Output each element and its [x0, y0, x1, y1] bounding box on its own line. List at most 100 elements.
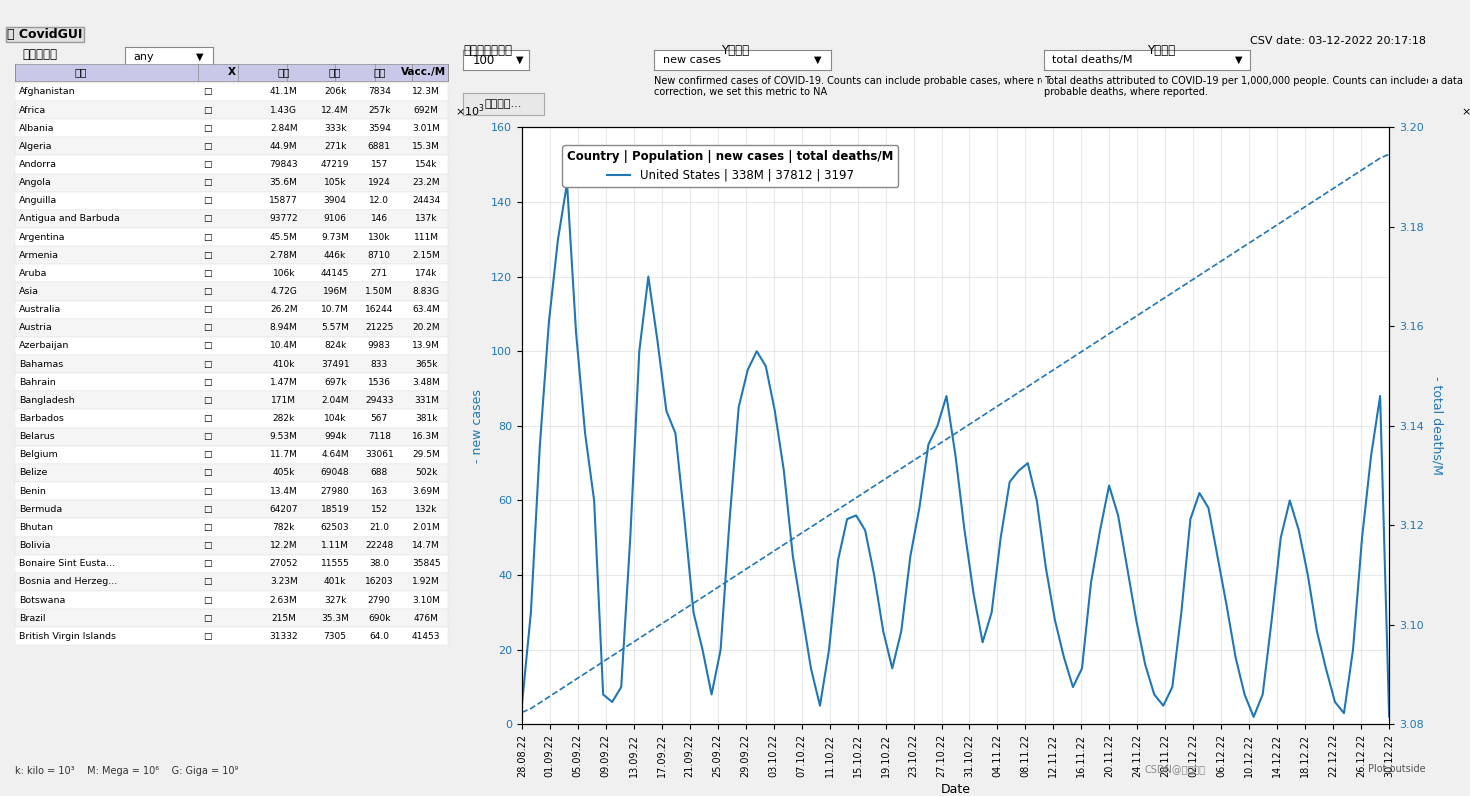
Text: 257k: 257k: [368, 106, 391, 115]
Text: 对数比例...: 对数比例...: [485, 100, 522, 109]
Text: 12.4M: 12.4M: [322, 106, 348, 115]
Text: new cases: new cases: [663, 55, 720, 65]
Text: Bolivia: Bolivia: [19, 541, 50, 550]
Text: 410k: 410k: [272, 360, 295, 369]
Text: Y轴右侧: Y轴右侧: [1147, 44, 1176, 57]
Text: 2.84M: 2.84M: [270, 123, 297, 133]
Text: 1924: 1924: [368, 178, 391, 187]
Text: 154k: 154k: [415, 160, 438, 169]
Text: □: □: [203, 287, 212, 296]
Text: $\times10^3$: $\times10^3$: [454, 102, 485, 119]
Text: 41453: 41453: [412, 632, 441, 641]
Text: 206k: 206k: [323, 88, 347, 96]
Text: 9983: 9983: [368, 341, 391, 350]
Text: 782k: 782k: [272, 523, 295, 532]
Text: 47219: 47219: [320, 160, 350, 169]
Text: 146: 146: [370, 214, 388, 224]
Text: Brazil: Brazil: [19, 614, 46, 622]
X-axis label: Date: Date: [941, 783, 970, 796]
Text: 3.10M: 3.10M: [413, 595, 440, 604]
Text: 8710: 8710: [368, 251, 391, 259]
Text: Antigua and Barbuda: Antigua and Barbuda: [19, 214, 121, 224]
Text: Angola: Angola: [19, 178, 51, 187]
Text: 38.0: 38.0: [369, 560, 390, 568]
Text: 16203: 16203: [365, 577, 394, 587]
Text: 26.2M: 26.2M: [270, 305, 297, 314]
Text: □: □: [203, 341, 212, 350]
Text: 27980: 27980: [320, 486, 350, 496]
Text: 21225: 21225: [365, 323, 394, 332]
Text: 62503: 62503: [320, 523, 350, 532]
Text: 41.1M: 41.1M: [270, 88, 297, 96]
Text: 人数: 人数: [278, 68, 290, 77]
Text: 833: 833: [370, 360, 388, 369]
Text: 271k: 271k: [323, 142, 347, 150]
Text: Belize: Belize: [19, 469, 47, 478]
Text: □: □: [203, 160, 212, 169]
Text: 5.57M: 5.57M: [322, 323, 348, 332]
Text: 1.43G: 1.43G: [270, 106, 297, 115]
Text: 9.73M: 9.73M: [322, 232, 348, 241]
Text: Afghanistan: Afghanistan: [19, 88, 76, 96]
Text: ▼: ▼: [196, 52, 204, 62]
Text: □: □: [203, 232, 212, 241]
Text: 3.69M: 3.69M: [413, 486, 440, 496]
Text: 446k: 446k: [323, 251, 347, 259]
Text: 24434: 24434: [412, 197, 441, 205]
Text: 死亡: 死亡: [373, 68, 385, 77]
Text: 688: 688: [370, 469, 388, 478]
Text: □: □: [203, 414, 212, 423]
Text: 8.83G: 8.83G: [413, 287, 440, 296]
Text: □: □: [203, 505, 212, 513]
Text: 174k: 174k: [415, 269, 438, 278]
Text: 106k: 106k: [272, 269, 295, 278]
Text: 22248: 22248: [365, 541, 394, 550]
Text: Total deaths attributed to COVID-19 per 1,000,000 people. Counts can include pro: Total deaths attributed to COVID-19 per …: [1044, 76, 1426, 97]
Text: Azerbaijan: Azerbaijan: [19, 341, 69, 350]
Text: 3.01M: 3.01M: [413, 123, 440, 133]
Text: 9.53M: 9.53M: [270, 432, 297, 441]
Text: 2.15M: 2.15M: [413, 251, 440, 259]
Text: 15.3M: 15.3M: [413, 142, 440, 150]
Text: 🔲 CovidGUI: 🔲 CovidGUI: [7, 28, 82, 41]
Text: □: □: [203, 541, 212, 550]
Text: New confirmed cases of COVID-19. Counts can include probable cases, where report: New confirmed cases of COVID-19. Counts …: [654, 76, 1463, 97]
Text: □: □: [203, 305, 212, 314]
Text: 8.94M: 8.94M: [270, 323, 297, 332]
Text: 16244: 16244: [365, 305, 394, 314]
Text: X: X: [228, 68, 237, 77]
Text: 2.04M: 2.04M: [322, 396, 348, 405]
Text: 14.7M: 14.7M: [413, 541, 440, 550]
Text: 100: 100: [473, 53, 495, 67]
Text: □: □: [203, 432, 212, 441]
Text: 502k: 502k: [415, 469, 438, 478]
Text: 365k: 365k: [415, 360, 438, 369]
Text: 44145: 44145: [320, 269, 350, 278]
Text: 10.7M: 10.7M: [322, 305, 348, 314]
Text: Bermuda: Bermuda: [19, 505, 62, 513]
Text: 要显示的天数：: 要显示的天数：: [463, 44, 512, 57]
Text: 27052: 27052: [269, 560, 298, 568]
Text: 215M: 215M: [272, 614, 295, 622]
Text: 10.4M: 10.4M: [270, 341, 297, 350]
Text: □: □: [203, 106, 212, 115]
Text: □: □: [203, 142, 212, 150]
Text: □: □: [203, 614, 212, 622]
Y-axis label: - new cases: - new cases: [470, 389, 484, 462]
Text: 29433: 29433: [365, 396, 394, 405]
Text: □: □: [203, 123, 212, 133]
Text: 12.0: 12.0: [369, 197, 390, 205]
Text: k: kilo = 10³    M: Mega = 10⁶    G: Giga = 10⁹: k: kilo = 10³ M: Mega = 10⁶ G: Giga = 10…: [15, 766, 238, 776]
Text: 2.78M: 2.78M: [270, 251, 297, 259]
Text: 104k: 104k: [323, 414, 347, 423]
Text: Bhutan: Bhutan: [19, 523, 53, 532]
Text: 3.48M: 3.48M: [413, 378, 440, 387]
Text: $\times10^3$: $\times10^3$: [1461, 102, 1470, 119]
Text: 20.2M: 20.2M: [413, 323, 440, 332]
Text: 33061: 33061: [365, 451, 394, 459]
Text: 69048: 69048: [320, 469, 350, 478]
Text: □: □: [203, 632, 212, 641]
Text: Austria: Austria: [19, 323, 53, 332]
Text: Bonaire Sint Eusta...: Bonaire Sint Eusta...: [19, 560, 115, 568]
Text: 35.3M: 35.3M: [322, 614, 348, 622]
